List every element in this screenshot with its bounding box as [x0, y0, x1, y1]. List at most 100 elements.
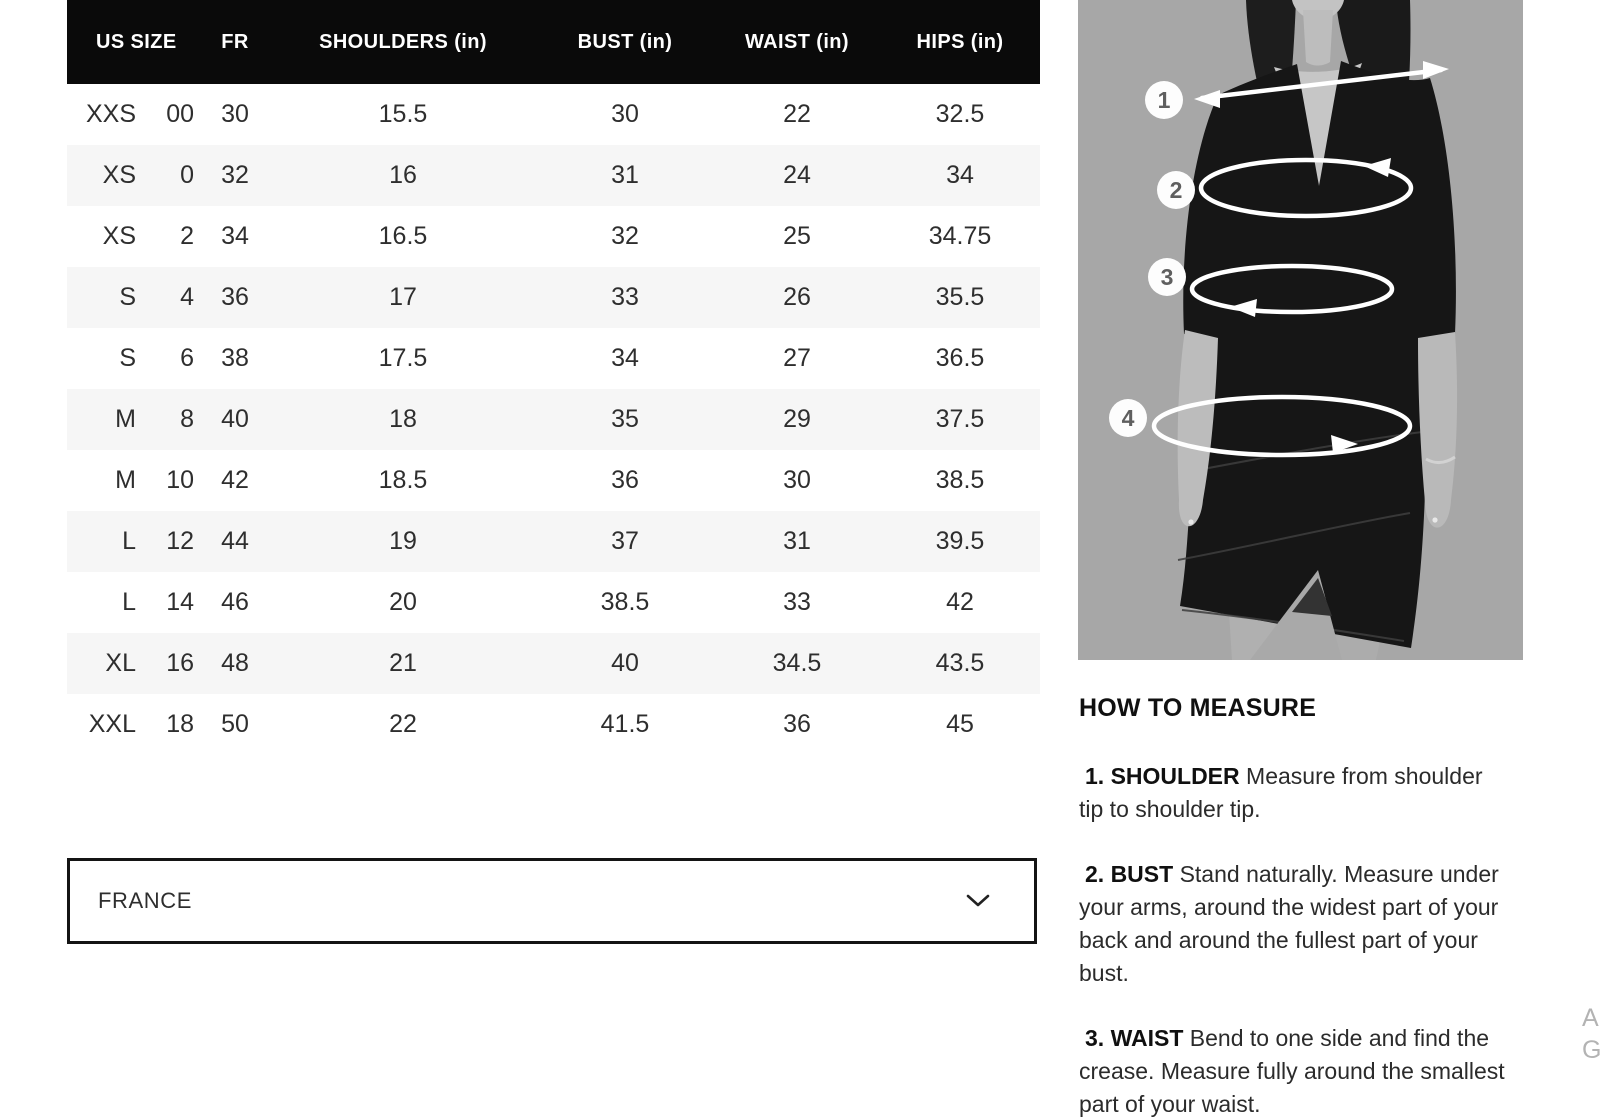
- size-cell: 44: [221, 527, 249, 555]
- size-cell: 38.5: [935, 466, 985, 494]
- size-cell: 36: [221, 283, 249, 311]
- model-arms: [1177, 330, 1458, 528]
- measurement-model-photo: 1 2 3 4: [1078, 0, 1523, 660]
- size-cell: 37.5: [935, 405, 985, 433]
- size-cell: 16.5: [378, 222, 428, 250]
- size-cell: 34: [611, 344, 639, 372]
- svg-text:2: 2: [1170, 177, 1183, 203]
- size-cell: L: [122, 588, 136, 616]
- column-header: SHOULDERS (in): [270, 0, 536, 84]
- underskirt-shadow: [1292, 578, 1332, 616]
- bracelet: [1425, 455, 1456, 464]
- size-cell: 30: [611, 100, 639, 128]
- measure-step-bust: 2. BUST Stand naturally. Measure under y…: [1079, 861, 1499, 986]
- size-cell: 38: [221, 344, 249, 372]
- size-cell: 48: [221, 649, 249, 677]
- size-cell: 41.5: [600, 710, 650, 738]
- size-cell: 22: [783, 100, 811, 128]
- size-cell: 30: [783, 466, 811, 494]
- size-cell: 40: [221, 405, 249, 433]
- clipped-edge-text: A G: [1582, 1002, 1600, 1066]
- size-cell: S: [119, 344, 136, 372]
- size-cell: 20: [389, 588, 417, 616]
- size-cell: 35.5: [935, 283, 985, 311]
- size-cell: 46: [221, 588, 249, 616]
- table-body: XXS 00 30 15.5 30 22 32.5 XS 0 32 16 31 24 34 XS 2 34 16.…: [67, 84, 1040, 755]
- size-cell: 40: [611, 649, 639, 677]
- badge-4-hips: 4: [1109, 399, 1147, 437]
- size-cell: 17: [389, 283, 417, 311]
- size-cell: 30: [221, 100, 249, 128]
- size-cell: 22: [389, 710, 417, 738]
- size-cell: XXS: [85, 100, 136, 128]
- size-cell: 16: [389, 161, 417, 189]
- size-cell: 24: [783, 161, 811, 189]
- size-cell: XS: [102, 222, 136, 250]
- size-cell: 39.5: [935, 527, 985, 555]
- size-cell: XS: [102, 161, 136, 189]
- size-cell: 45: [946, 710, 974, 738]
- size-cell: 10: [166, 466, 194, 494]
- size-cell: 36: [611, 466, 639, 494]
- size-cell: 21: [389, 649, 417, 677]
- size-cell: 32.5: [935, 100, 985, 128]
- size-cell: L: [122, 527, 136, 555]
- size-row: L 14 46 20 38.5 33 42: [67, 572, 1040, 633]
- size-cell: 4: [180, 283, 194, 311]
- size-cell: 36: [783, 710, 811, 738]
- size-cell: 18.5: [378, 466, 428, 494]
- size-cell: 17.5: [378, 344, 428, 372]
- size-cell: 50: [221, 710, 249, 738]
- chevron-down-icon: [966, 894, 990, 907]
- waist-measure-ellipse: [1189, 263, 1395, 317]
- svg-text:1: 1: [1158, 87, 1171, 113]
- column-header: BUST (in): [536, 0, 714, 84]
- measure-step-waist: 3. WAIST Bend to one side and find the c…: [1079, 1025, 1505, 1117]
- shoulder-measure-arrow: [1194, 61, 1449, 108]
- hips-measure-ellipse: [1151, 394, 1413, 458]
- svg-text:3: 3: [1161, 264, 1174, 290]
- badge-1-shoulder: 1: [1145, 81, 1183, 119]
- clipped-letter: A: [1582, 1004, 1599, 1032]
- clipped-letter: G: [1582, 1036, 1600, 1064]
- size-cell: 25: [783, 222, 811, 250]
- size-row: S 4 36 17 33 26 35.5: [67, 267, 1040, 328]
- size-cell: 38.5: [600, 588, 650, 616]
- size-row: S 6 38 17.5 34 27 36.5: [67, 328, 1040, 389]
- size-cell: 31: [611, 161, 639, 189]
- size-row: M 10 42 18.5 36 30 38.5: [67, 450, 1040, 511]
- size-cell: 6: [180, 344, 194, 372]
- size-cell: 8: [180, 405, 194, 433]
- size-cell: 34: [221, 222, 249, 250]
- size-cell: 32: [611, 222, 639, 250]
- size-row: L 12 44 19 37 31 39.5: [67, 511, 1040, 572]
- size-cell: XL: [105, 649, 136, 677]
- size-cell: 12: [166, 527, 194, 555]
- size-cell: 27: [783, 344, 811, 372]
- measure-step-shoulder: 1. SHOULDER Measure from shoulder tip to…: [1079, 763, 1483, 822]
- country-size-dropdown[interactable]: FRANCE: [67, 858, 1037, 944]
- size-cell: 29: [783, 405, 811, 433]
- size-cell: 33: [783, 588, 811, 616]
- size-cell: 33: [611, 283, 639, 311]
- size-cell: 34: [946, 161, 974, 189]
- size-cell: 43.5: [935, 649, 985, 677]
- size-cell: 15.5: [378, 100, 428, 128]
- guide-title: HOW TO MEASURE: [1079, 694, 1317, 722]
- measurement-annotations: 1 2 3 4: [1109, 61, 1449, 458]
- size-row: XS 0 32 16 31 24 34: [67, 145, 1040, 206]
- size-cell: M: [115, 405, 136, 433]
- badge-2-bust: 2: [1157, 171, 1195, 209]
- size-cell: 18: [166, 710, 194, 738]
- size-row: M 8 40 18 35 29 37.5: [67, 389, 1040, 450]
- dropdown-selected-value: FRANCE: [98, 888, 193, 913]
- column-header: FR: [200, 0, 270, 84]
- size-cell: 19: [389, 527, 417, 555]
- size-cell: 0: [180, 161, 194, 189]
- size-cell: XXL: [88, 710, 136, 738]
- size-cell: 36.5: [935, 344, 985, 372]
- size-cell: 42: [221, 466, 249, 494]
- size-cell: 26: [783, 283, 811, 311]
- size-cell: 2: [180, 222, 194, 250]
